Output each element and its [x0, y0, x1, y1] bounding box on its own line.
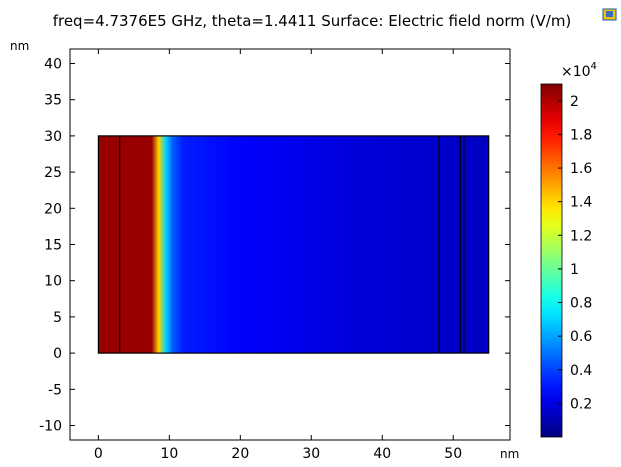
colorbar-multiplier-base: ×10: [561, 64, 591, 80]
colorbar-tick-label: 0.4: [570, 363, 592, 379]
y-tick-label: 30: [44, 129, 62, 145]
colorbar-tick-label: 1.6: [570, 161, 592, 177]
colorbar: [540, 83, 563, 438]
domain-boundaries: [119, 135, 465, 354]
y-tick-label: 25: [44, 165, 62, 181]
colorbar-tick-label: 0.2: [570, 396, 592, 412]
colorbar-exponent: 4: [591, 61, 597, 72]
x-tick-label: 30: [302, 446, 320, 462]
colorbar-tick-label: 1.4: [570, 195, 592, 211]
colorbar-tick-label: 1: [570, 262, 579, 278]
colorbar-tick-label: 2: [570, 94, 579, 110]
y-tick-label: -5: [48, 382, 62, 398]
y-tick-label: 40: [44, 56, 62, 72]
x-tick-label: 40: [373, 446, 391, 462]
x-tick-label: 50: [444, 446, 462, 462]
y-tick-label: 20: [44, 201, 62, 217]
colorbar-multiplier: ×104: [561, 61, 597, 80]
x-tick-label: 20: [231, 446, 249, 462]
y-unit-label: nm: [10, 39, 29, 53]
y-tick-label: 0: [53, 346, 62, 362]
x-unit-label: nm: [500, 447, 519, 461]
colorbar-tick-label: 0.6: [570, 329, 592, 345]
y-tick-label: 10: [44, 274, 62, 290]
colorbar-tick-label: 1.8: [570, 127, 592, 143]
colorbar-tick-label: 1.2: [570, 228, 592, 244]
y-tick-label: -10: [39, 419, 62, 435]
plot-title: freq=4.7376E5 GHz, theta=1.4411 Surface:…: [53, 12, 572, 30]
colorbar-tick-label: 0.8: [570, 296, 592, 312]
colorbar-ticks: 2 1.8 1.6 1.4 1.2 1 0.8 0.6 0.4 0.2: [558, 94, 592, 412]
x-tick-label: 0: [94, 446, 103, 462]
title-logo-icon: [602, 8, 617, 21]
domain-surface: [97, 135, 490, 354]
x-tick-label: 10: [160, 446, 178, 462]
y-tick-label: 5: [53, 310, 62, 326]
y-tick-label: 15: [44, 238, 62, 254]
y-tick-label: 35: [44, 93, 62, 109]
